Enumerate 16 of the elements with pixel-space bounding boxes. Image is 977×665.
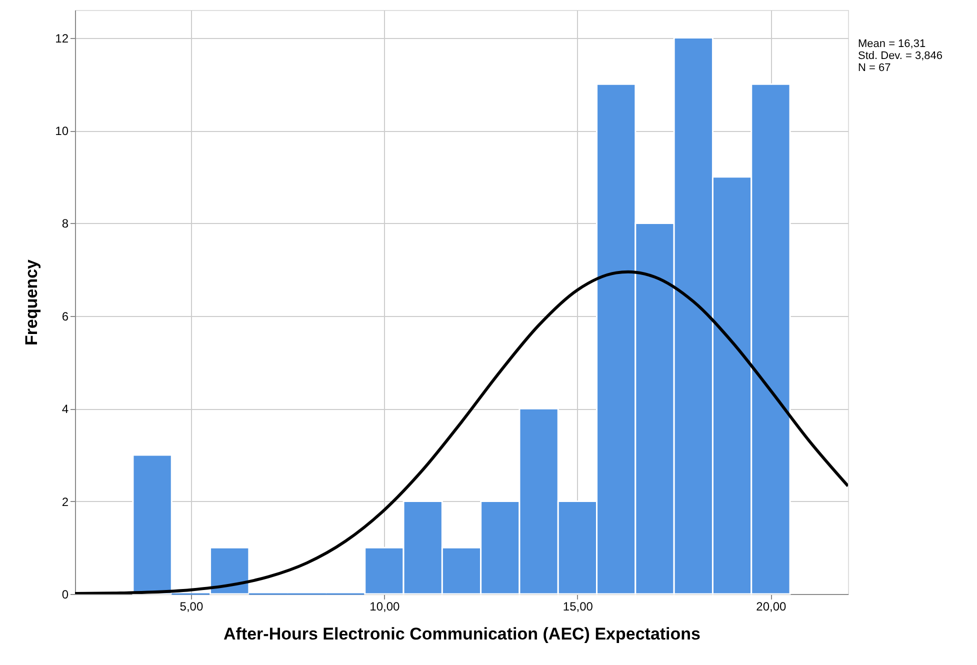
y-tick-label: 6 — [62, 309, 69, 324]
y-tick-label: 12 — [55, 31, 69, 46]
text: N = 67 — [858, 62, 891, 74]
x-tick-label: 5,00 — [180, 600, 204, 614]
text: Std. Dev. = 3,846 — [858, 50, 942, 62]
x-axis-title: After-Hours Electronic Communication (AEC) Expectations — [223, 624, 701, 644]
y-tick-label: 10 — [55, 124, 69, 138]
y-axis-title: Frequency — [22, 258, 42, 346]
y-tick-label: 2 — [62, 494, 69, 509]
x-tick-label: 20,00 — [756, 600, 787, 614]
y-tick-label: 8 — [62, 216, 69, 231]
x-tick-label: 15,00 — [562, 600, 594, 614]
y-tick-label: 4 — [62, 402, 69, 416]
text: Mean = 16,31 — [858, 38, 926, 50]
y-tick-label: 0 — [62, 588, 69, 602]
x-tick-label: 10,00 — [370, 600, 400, 614]
